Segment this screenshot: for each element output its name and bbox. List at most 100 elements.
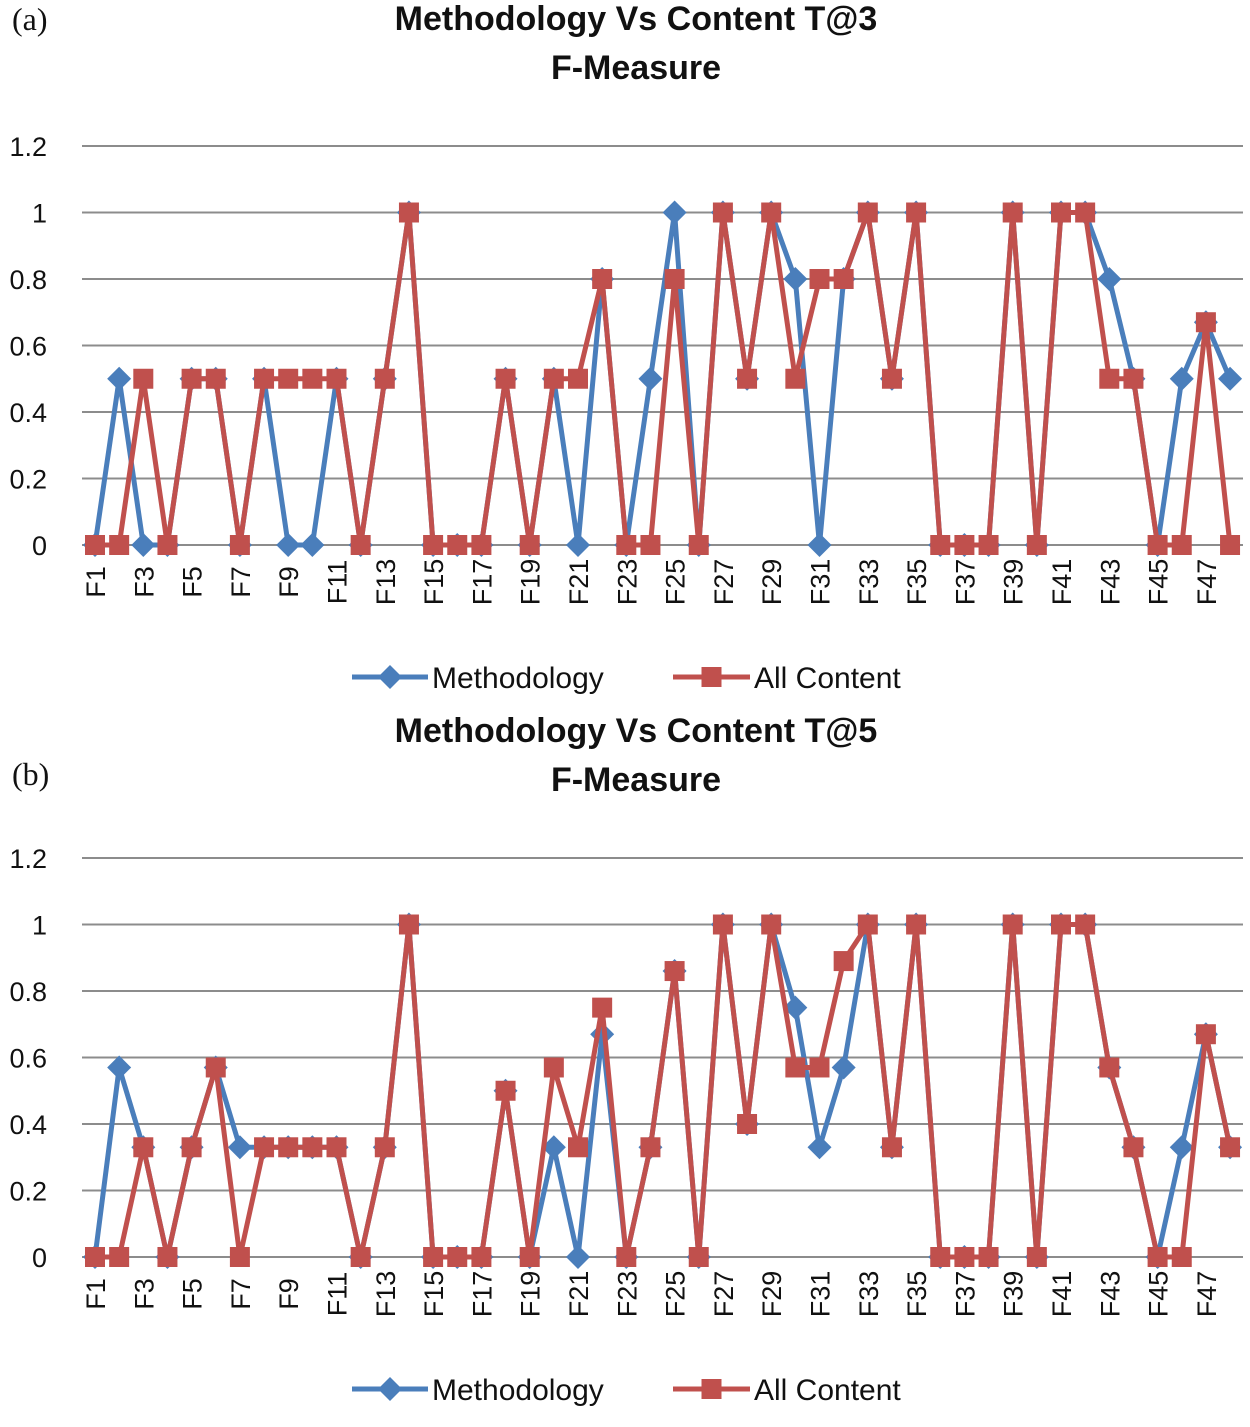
data-point <box>664 961 685 982</box>
data-point <box>1220 1137 1241 1158</box>
data-point <box>423 535 444 555</box>
data-point <box>543 368 564 389</box>
data-point <box>954 1247 975 1267</box>
data-point <box>254 368 275 389</box>
y-tick-label: 0.4 <box>9 398 47 428</box>
data-point <box>227 1135 252 1160</box>
data-point <box>662 200 687 225</box>
legend-marker <box>701 667 722 687</box>
y-tick-label: 0 <box>32 1243 47 1273</box>
legend-label: All Content <box>754 1374 901 1407</box>
data-point <box>423 1247 444 1267</box>
chart-title: Methodology Vs Content T@3 <box>395 0 878 38</box>
data-point <box>638 366 663 391</box>
data-point <box>831 1055 856 1080</box>
data-point <box>471 1247 492 1267</box>
y-tick-label: 0.6 <box>9 1044 47 1074</box>
legend-marker <box>701 1379 722 1399</box>
legend-label: All Content <box>754 662 901 695</box>
data-point <box>930 1247 951 1267</box>
data-point <box>302 1137 323 1158</box>
data-point <box>374 1137 395 1158</box>
data-point <box>205 1057 226 1078</box>
y-tick-label: 0.2 <box>9 465 47 495</box>
data-point <box>278 368 299 389</box>
series-all-content <box>85 202 1241 555</box>
data-point <box>785 368 806 389</box>
x-tick-label: F13 <box>371 559 401 606</box>
data-point <box>133 1137 154 1158</box>
data-point <box>471 535 492 555</box>
data-point <box>109 535 130 555</box>
data-point <box>807 1135 832 1160</box>
data-point <box>881 368 902 389</box>
data-point <box>374 368 395 389</box>
x-tick-label: F29 <box>757 1271 787 1318</box>
data-point <box>495 1080 516 1101</box>
x-tick-label: F17 <box>467 1271 497 1318</box>
x-tick-label: F41 <box>1047 1271 1077 1318</box>
x-tick-label: F7 <box>226 566 256 598</box>
data-point <box>1171 535 1192 555</box>
x-tick-label: F23 <box>612 559 642 606</box>
data-point <box>857 202 878 223</box>
series-all-content <box>85 914 1241 1267</box>
data-point <box>712 914 733 935</box>
legend: Methodology All Content <box>352 1374 901 1407</box>
data-point <box>133 368 154 389</box>
x-tick-label: F21 <box>564 1271 594 1318</box>
data-point <box>1051 202 1071 223</box>
chart-subtitle: F-Measure <box>551 49 721 87</box>
data-point <box>566 533 590 557</box>
data-point <box>519 1247 540 1267</box>
panel-label: (b) <box>12 756 49 792</box>
data-point <box>1123 368 1144 389</box>
data-point <box>712 202 733 223</box>
x-tick-label: F37 <box>950 1271 980 1318</box>
data-point <box>688 1247 709 1267</box>
panel-label: (a) <box>12 1 48 37</box>
x-tick-label: F29 <box>757 559 787 606</box>
y-tick-label: 1 <box>32 911 47 941</box>
data-point <box>1169 1135 1194 1160</box>
x-tick-label: F43 <box>1095 559 1125 606</box>
x-tick-label: F5 <box>178 566 208 598</box>
data-point <box>568 1137 588 1158</box>
data-point <box>978 1247 999 1267</box>
x-tick-label: F35 <box>902 559 932 606</box>
data-point <box>1026 1247 1047 1267</box>
data-point <box>1195 312 1216 333</box>
y-tick-label: 0.4 <box>9 1110 47 1140</box>
data-point <box>300 533 325 557</box>
x-tick-label: F37 <box>950 559 980 606</box>
x-tick-label: F25 <box>661 1271 691 1318</box>
data-point <box>229 535 250 555</box>
data-point <box>809 269 830 289</box>
data-point <box>85 535 105 555</box>
x-tick-label: F3 <box>129 1278 159 1310</box>
data-point <box>107 1055 132 1080</box>
data-point <box>833 951 854 972</box>
data-point <box>1097 267 1122 291</box>
data-point <box>930 535 951 555</box>
data-point <box>398 914 419 935</box>
x-tick-label: F1 <box>81 1278 111 1310</box>
y-tick-label: 1.2 <box>9 844 47 874</box>
data-point <box>640 535 661 555</box>
x-tick-label: F45 <box>1144 559 1174 606</box>
x-tick-label: F5 <box>178 1278 208 1310</box>
data-point <box>350 535 371 555</box>
line-chart-b: (b) Methodology Vs Content T@5 F-Measure 0 0… <box>9 712 1243 1407</box>
data-point <box>1002 202 1023 223</box>
data-point <box>181 368 202 389</box>
data-point <box>592 269 613 289</box>
x-tick-label: F3 <box>129 566 159 598</box>
data-point <box>302 368 323 389</box>
data-point <box>519 535 540 555</box>
chart-panel-b: (b) Methodology Vs Content T@5 F-Measure 0 0… <box>0 712 1250 1427</box>
data-point <box>737 368 758 389</box>
line-chart-a: (a) Methodology Vs Content T@3 F-Measure 0 0… <box>9 0 1243 695</box>
x-tick-label: F31 <box>806 559 836 606</box>
y-tick-label: 0.8 <box>9 265 47 295</box>
data-point <box>1099 368 1120 389</box>
